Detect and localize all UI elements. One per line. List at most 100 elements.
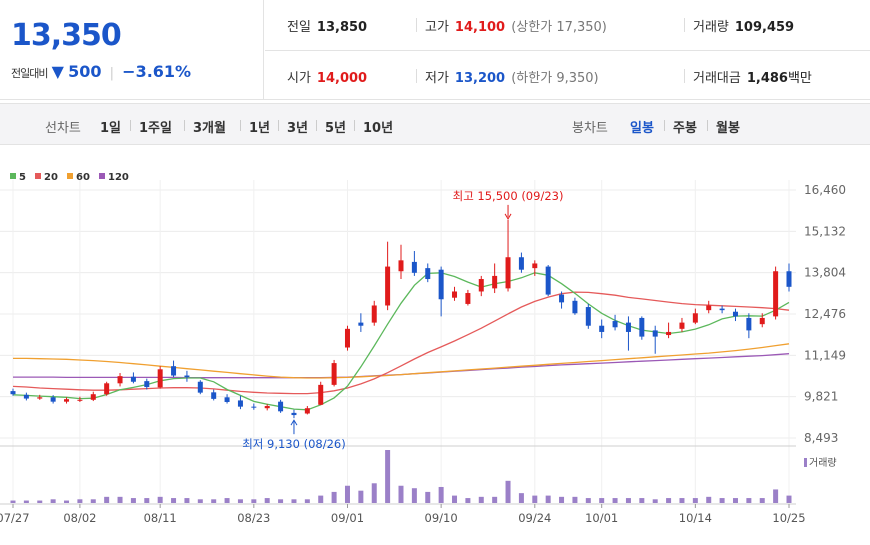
volume-bar — [50, 499, 56, 503]
divider — [664, 120, 665, 131]
range-5y-button[interactable]: 5년 — [325, 121, 347, 136]
candle-body — [358, 322, 364, 326]
trade-amount: 거래대금 1,486백만 — [693, 71, 812, 86]
low-arrowhead-icon — [290, 419, 298, 426]
current-price: 13,350 — [11, 18, 122, 53]
volume-bar — [679, 498, 685, 503]
volume-bar — [545, 495, 551, 503]
volume-bar — [532, 495, 538, 503]
range-3y-button[interactable]: 3년 — [287, 121, 309, 136]
low-annotation: 최저 9,130 (08/26) — [242, 437, 346, 451]
candle-body — [77, 399, 83, 401]
candle-body — [104, 383, 110, 395]
volume-bar — [171, 498, 177, 503]
candle-body — [64, 399, 70, 402]
volume-bar — [692, 498, 698, 503]
down-arrow-icon: ▼ — [51, 62, 64, 81]
candle-body — [585, 307, 591, 326]
range-1w-button[interactable]: 1주일 — [139, 121, 172, 136]
x-tick-label: 09/01 — [331, 511, 364, 525]
volume-bar — [10, 500, 16, 503]
volume-bar — [264, 498, 270, 503]
volume-bar — [585, 498, 591, 503]
divider — [416, 18, 417, 32]
candle-body — [746, 317, 752, 331]
candle-body — [478, 279, 484, 292]
candle-body — [559, 294, 565, 303]
volume-label: 거래량 — [809, 457, 837, 469]
legend-label: 5 — [19, 172, 26, 183]
candle-body — [264, 406, 270, 409]
ma20-line — [12, 291, 790, 395]
candle-body — [224, 397, 230, 402]
summary-divider — [265, 50, 870, 51]
current-price-box: 13,350 전일대비 ▼ 500 | −3.61% — [0, 0, 264, 100]
candle-body — [532, 263, 538, 269]
legend-swatch — [35, 173, 41, 179]
candle-body — [411, 261, 417, 273]
divider — [240, 120, 241, 131]
volume-bar — [344, 485, 350, 503]
candle-body — [331, 363, 337, 385]
candle-body — [278, 401, 284, 412]
divider — [707, 120, 708, 131]
y-tick-label: 15,132 — [804, 224, 846, 238]
candle-body — [612, 321, 618, 328]
candle-body — [625, 322, 631, 332]
legend-label: 60 — [76, 172, 90, 183]
range-1d-button[interactable]: 1일 — [100, 121, 122, 136]
period-monthly-button[interactable]: 월봉 — [716, 121, 740, 136]
volume-bar — [291, 499, 297, 503]
legend-swatch — [67, 173, 73, 179]
y-axis: 16,460 15,132 13,804 12,476 11,149 9,821 8,493 — [804, 183, 846, 445]
volume-legend-swatch — [804, 458, 807, 467]
candle-body — [505, 257, 511, 289]
y-tick-label: 9,821 — [804, 390, 838, 404]
candle-body — [344, 328, 350, 348]
volume-bar — [505, 480, 511, 503]
candle-body — [732, 311, 738, 317]
candle-body — [639, 317, 645, 337]
period-daily-button[interactable]: 일봉 — [630, 121, 654, 136]
volume-bar — [438, 486, 444, 503]
candle-body — [398, 260, 404, 272]
volume-bar — [639, 498, 645, 503]
candle-body — [251, 406, 257, 408]
change-label: 전일대비 — [11, 67, 48, 80]
divider — [684, 69, 685, 83]
volume-bar — [492, 496, 498, 503]
candle-body — [706, 305, 712, 311]
candle-body — [599, 325, 605, 332]
candle-body — [773, 271, 779, 317]
x-tick-label: 10/01 — [585, 511, 618, 525]
divider — [416, 69, 417, 83]
candle-body — [211, 392, 217, 399]
x-tick-label: 08/23 — [237, 511, 270, 525]
volume-bar — [184, 498, 190, 503]
x-tick-label: 08/02 — [63, 511, 96, 525]
candle-body — [385, 266, 391, 306]
volume-bar — [706, 496, 712, 503]
high-arrowhead-icon — [504, 213, 512, 220]
candle-body — [438, 269, 444, 300]
candle-body — [572, 300, 578, 314]
volume-bar — [224, 498, 230, 503]
volume-bar — [559, 496, 565, 503]
candle-body — [318, 384, 324, 405]
range-10y-button[interactable]: 10년 — [363, 121, 394, 136]
ma5-line — [12, 272, 790, 411]
candle-body — [425, 268, 431, 280]
volume-bar — [23, 500, 29, 503]
candle-body — [492, 275, 498, 289]
period-weekly-button[interactable]: 주봉 — [673, 121, 697, 136]
volume-bar — [478, 496, 484, 503]
candle-body — [291, 412, 297, 416]
range-3m-button[interactable]: 3개월 — [193, 121, 226, 136]
candle-body — [692, 313, 698, 323]
volume-bar — [385, 450, 391, 503]
range-1y-button[interactable]: 1년 — [249, 121, 271, 136]
volume-bar — [572, 496, 578, 503]
volume-bars: 거래량 — [10, 450, 837, 503]
change-divider: | — [109, 66, 115, 81]
ma-legend: 5 20 60 120 — [10, 172, 129, 183]
